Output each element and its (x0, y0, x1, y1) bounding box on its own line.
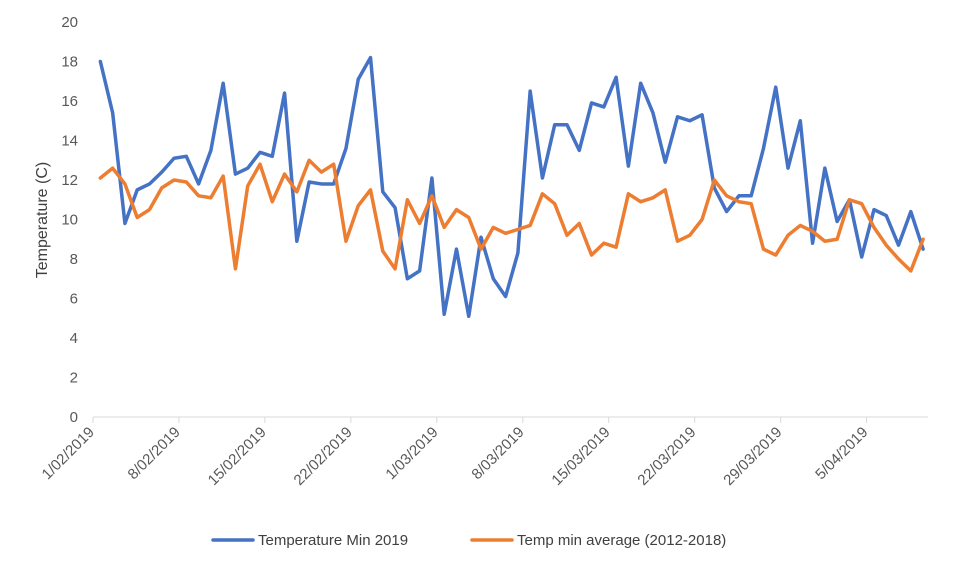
x-tick-label: 8/02/2019 (125, 424, 184, 483)
y-tick-label: 4 (70, 330, 78, 347)
y-axis-title: Temperature (C) (34, 162, 51, 278)
x-tick-label: 15/03/2019 (548, 424, 613, 489)
y-tick-label: 14 (61, 133, 78, 150)
x-tick-label: 22/02/2019 (291, 424, 356, 489)
y-tick-label: 2 (70, 370, 78, 387)
y-axis-ticks: 0 2 4 6 8 10 12 14 16 18 20 (61, 14, 78, 426)
x-tick-label: 15/02/2019 (205, 424, 270, 489)
y-tick-label: 0 (70, 409, 78, 426)
x-tick-label: 1/02/2019 (39, 424, 98, 483)
y-tick-label: 10 (61, 212, 78, 229)
y-tick-label: 18 (61, 54, 78, 71)
y-tick-label: 16 (61, 93, 78, 110)
y-tick-label: 12 (61, 172, 78, 189)
x-tick-label: 29/03/2019 (720, 424, 785, 489)
x-axis-ticks: 1/02/2019 8/02/2019 15/02/2019 22/02/2019 1/… (39, 417, 871, 489)
x-tick-label: 22/03/2019 (634, 424, 699, 489)
y-axis-title-group: Temperature (C) (34, 162, 51, 278)
y-tick-label: 20 (61, 14, 78, 31)
legend-label: Temp min average (2012-2018) (517, 532, 726, 549)
series-lines (98, 55, 925, 319)
series-line-2 (98, 158, 925, 273)
series-line-1 (98, 55, 925, 319)
x-tick-label: 5/04/2019 (812, 424, 871, 483)
y-tick-label: 8 (70, 251, 78, 268)
x-tick-label: 8/03/2019 (468, 424, 527, 483)
legend: Temperature Min 2019 Temp min average (20… (211, 532, 726, 549)
y-tick-label: 6 (70, 291, 78, 308)
x-tick-label: 1/03/2019 (382, 424, 441, 483)
legend-label: Temperature Min 2019 (258, 532, 408, 549)
